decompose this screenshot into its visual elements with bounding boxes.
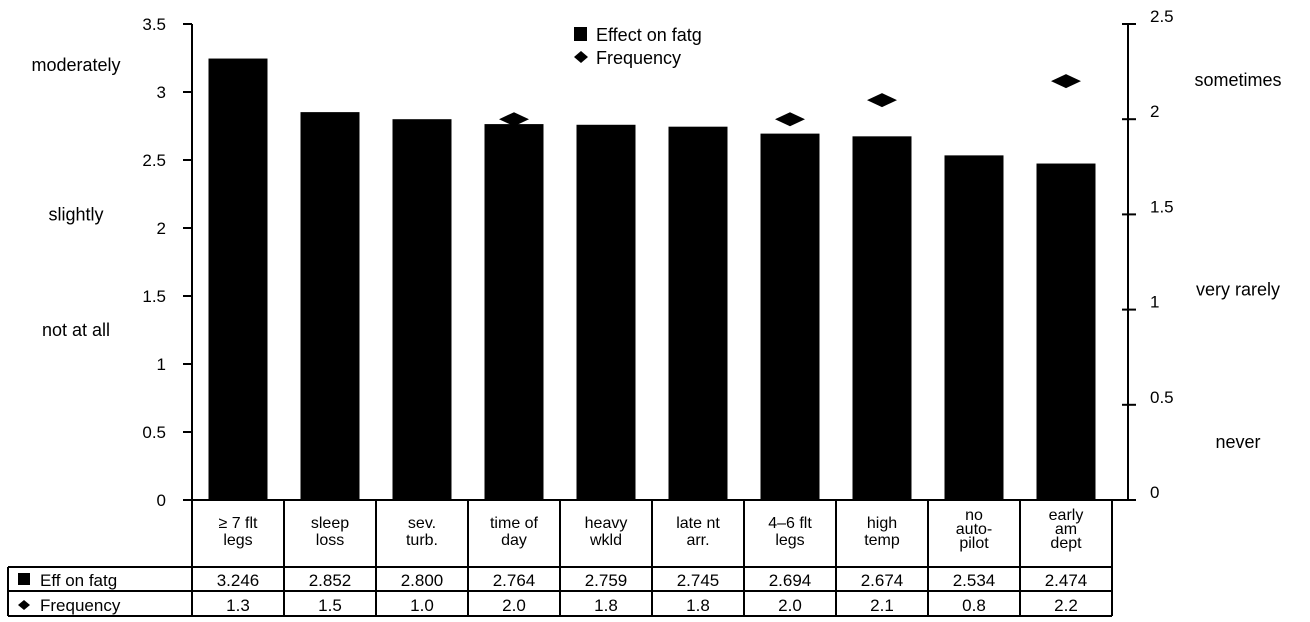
right-axis-tick-label: 0.5 [1150, 388, 1174, 407]
table-cell-effect: 2.534 [953, 571, 996, 590]
frequency-marker [1051, 74, 1081, 89]
table-cell-frequency: 2.1 [870, 596, 894, 615]
row-label-frequency: Frequency [40, 596, 121, 615]
table-cell-frequency: 2.0 [502, 596, 526, 615]
category-label: 4–6 flt legs [768, 515, 812, 549]
frequency-marker [959, 340, 989, 355]
table-cell-effect: 3.246 [217, 571, 260, 590]
bar-series [208, 58, 1096, 501]
left-axis-tick-label: 3.5 [142, 15, 166, 34]
category-label: sev. turb. [406, 515, 438, 549]
left-axis-tick-label: 0 [157, 491, 166, 510]
frequency-marker [315, 207, 345, 222]
right-axis-tick-label: 1 [1150, 293, 1159, 312]
legend-label-effect: Effect on fatg [596, 25, 702, 45]
table-cell-effect: 2.759 [585, 571, 628, 590]
table-cell-frequency: 2.2 [1054, 596, 1078, 615]
legend-swatch-effect [574, 27, 587, 41]
frequency-marker [683, 150, 713, 165]
category-label: no auto-pilot [956, 507, 992, 552]
right-axis-tick-label: 1.5 [1150, 197, 1174, 216]
bar [668, 126, 728, 501]
right-axis-scale-label: very rarely [1196, 280, 1280, 300]
left-axis-tick-label: 0.5 [142, 423, 166, 442]
bar [760, 133, 820, 500]
category-label: ≥ 7 flt legs [218, 515, 258, 549]
category-label: sleep loss [311, 515, 349, 549]
table-cell-effect: 2.694 [769, 571, 812, 590]
table-cell-frequency: 1.8 [686, 596, 710, 615]
table-cell-effect: 2.764 [493, 571, 536, 590]
table-cell-frequency: 1.0 [410, 596, 434, 615]
table-cell-effect: 2.800 [401, 571, 444, 590]
bar [484, 124, 544, 500]
right-axis-tick-label: 2.5 [1150, 7, 1174, 26]
bar [208, 58, 268, 500]
frequency-marker [775, 112, 805, 127]
category-label: late nt arr. [676, 515, 720, 549]
row-symbol-frequency [18, 600, 30, 610]
data-table: ≥ 7 flt legs sleep loss sev. turb. time of day h… [7, 500, 1113, 617]
right-axis-scale-label: sometimes [1194, 70, 1281, 90]
frequency-marker [867, 93, 897, 108]
row-label-effect: Eff on fatg [40, 571, 117, 590]
table-cell-effect: 2.474 [1045, 571, 1088, 590]
bar [300, 112, 360, 501]
left-axis-tick-label: 1 [157, 355, 166, 374]
left-axis-tick-label: 1.5 [142, 287, 166, 306]
table-cell-frequency: 1.5 [318, 596, 342, 615]
left-axis-tick-label: 2.5 [142, 151, 166, 170]
left-axis-scale-label: not at all [42, 320, 110, 340]
table-cell-effect: 2.674 [861, 571, 904, 590]
table-cell-effect: 2.745 [677, 571, 720, 590]
table-cell-frequency: 1.3 [226, 596, 250, 615]
bar [852, 136, 912, 500]
left-axis-tick-label: 3 [157, 83, 166, 102]
legend-label-frequency: Frequency [596, 48, 681, 68]
right-axis-scale-label: never [1215, 432, 1260, 452]
right-axis-tick-label: 2 [1150, 102, 1159, 121]
table-cell-frequency: 0.8 [962, 596, 986, 615]
legend: Effect on fatg Frequency [574, 25, 702, 68]
legend-swatch-frequency [574, 51, 588, 63]
category-label: high temp [864, 515, 900, 549]
table-cell-effect: 2.852 [309, 571, 352, 590]
bar [1036, 163, 1096, 500]
category-label: early am dept [1049, 507, 1084, 552]
row-symbol-effect [18, 573, 30, 585]
left-axis-tick-label: 2 [157, 219, 166, 238]
frequency-series [223, 74, 1081, 355]
category-label: heavy wkld [585, 515, 628, 549]
frequency-marker [591, 150, 621, 165]
category-label: time of day [490, 515, 539, 549]
table-cell-frequency: 1.8 [594, 596, 618, 615]
left-axis-scale-label: moderately [31, 55, 120, 75]
right-axis-tick-label: 0 [1150, 483, 1159, 502]
bar [576, 124, 636, 500]
table-cell-frequency: 2.0 [778, 596, 802, 615]
frequency-marker [499, 112, 529, 127]
left-axis-scale-label: slightly [48, 204, 103, 224]
frequency-marker [223, 245, 253, 260]
bar [944, 155, 1004, 500]
right-axis: 0 0.5 1 1.5 2 2.5 never very rarely sometimes [1122, 7, 1282, 502]
frequency-marker [407, 302, 437, 317]
